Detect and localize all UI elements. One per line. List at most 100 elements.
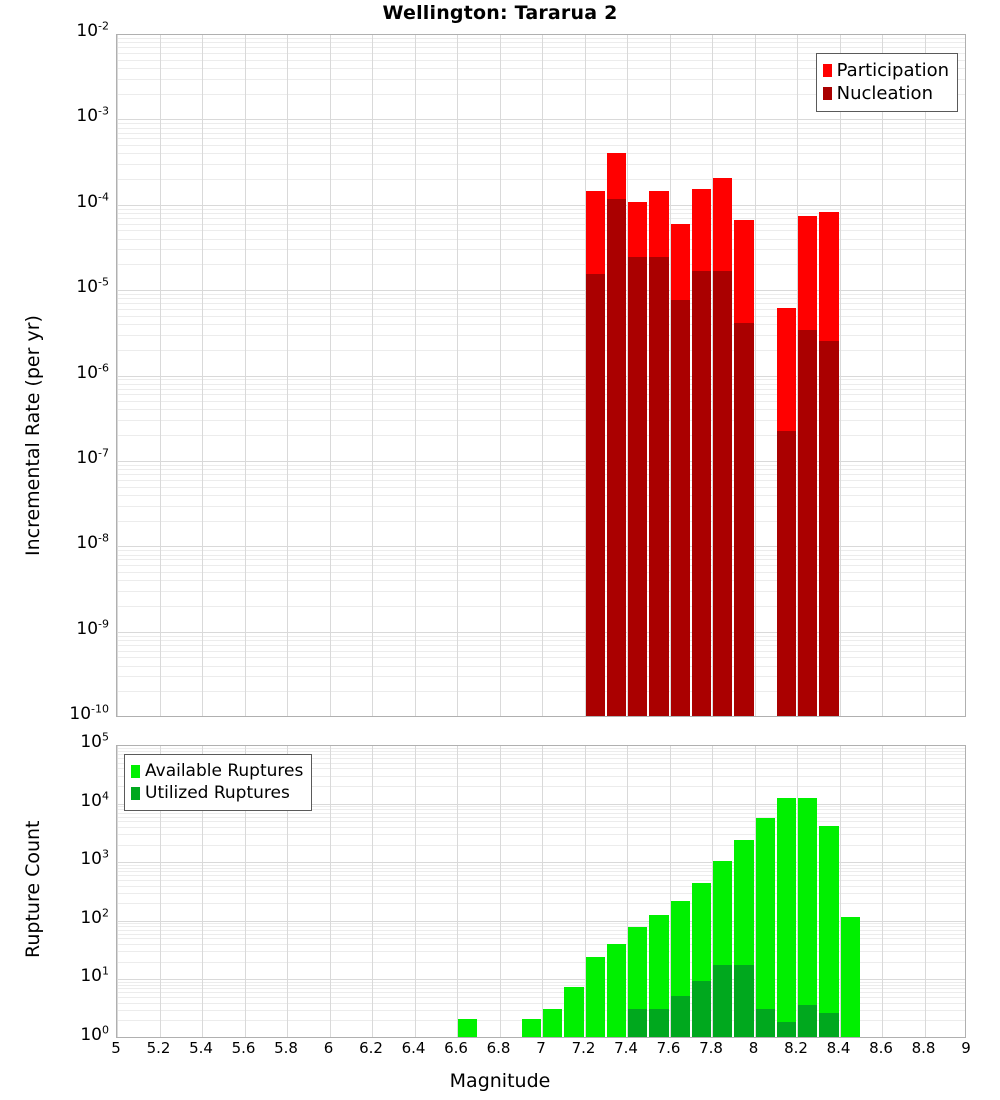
x-axis-tick-label: 6 <box>323 1039 334 1057</box>
bar <box>713 746 733 1037</box>
bar-segment-outer <box>819 825 839 1037</box>
bars-bottom <box>117 746 965 1037</box>
legend-item-participation: Participation <box>822 59 949 82</box>
x-axis-tick-label: 7.4 <box>614 1039 638 1057</box>
bar <box>521 746 541 1037</box>
x-axis-tick-label: 7.6 <box>656 1039 681 1057</box>
y-axis-tick-label: 10-4 <box>76 190 109 212</box>
bar-segment-inner <box>585 274 605 716</box>
rupture-count-plot: Available Ruptures Utilized Ruptures <box>116 745 966 1038</box>
x-axis-tick-label: 5.6 <box>231 1039 256 1057</box>
x-axis-tick-label: 8 <box>748 1039 759 1057</box>
bar-segment-inner <box>776 1022 796 1037</box>
legend-top: Participation Nucleation <box>815 53 958 112</box>
bar-segment-outer <box>606 943 626 1037</box>
bar-segment-inner <box>776 430 796 716</box>
bar-segment-inner <box>628 1009 648 1037</box>
legend-label: Participation <box>836 59 949 81</box>
bar-segment-outer <box>543 1009 563 1037</box>
bar-segment-inner <box>819 1012 839 1037</box>
bars-top <box>117 35 965 716</box>
x-axis-tick-label: 6.6 <box>444 1039 468 1057</box>
x-axis-tick-label: 9 <box>961 1039 971 1057</box>
bar-segment-outer <box>458 1019 478 1037</box>
bar <box>628 35 648 716</box>
legend-label: Nucleation <box>836 82 933 104</box>
legend-label: Available Ruptures <box>145 761 304 781</box>
bar <box>840 746 860 1037</box>
y-axis-label-bottom: Rupture Count <box>22 820 44 959</box>
x-axis-tick-label: 7 <box>536 1039 546 1057</box>
x-axis-tick-label: 6.4 <box>401 1039 426 1057</box>
bar-segment-inner <box>819 340 839 716</box>
legend-swatch-icon <box>822 64 832 77</box>
x-axis-tick-label: 5.8 <box>274 1039 298 1057</box>
y-axis-tick-label: 102 <box>80 906 109 928</box>
bar-segment-inner <box>628 256 648 716</box>
bar <box>755 746 775 1037</box>
bar-segment-outer <box>755 818 775 1037</box>
bar-segment-inner <box>734 323 754 716</box>
bar-segment-inner <box>691 270 711 716</box>
x-axis-tick-label: 8.4 <box>826 1039 851 1057</box>
bar-segment-outer <box>840 917 860 1037</box>
bar-segment-outer <box>564 987 584 1037</box>
bar <box>691 746 711 1037</box>
y-axis-tick-label: 104 <box>80 788 109 811</box>
bar <box>543 746 563 1037</box>
y-axis-tick-label: 10-10 <box>69 702 109 724</box>
bar <box>649 746 669 1037</box>
legend-item-utilized-ruptures: Utilized Ruptures <box>131 782 303 804</box>
page-title: Wellington: Tararua 2 <box>382 2 618 24</box>
bar <box>585 746 605 1037</box>
bar-segment-inner <box>670 996 690 1037</box>
x-axis-tick-label: 8.6 <box>869 1039 893 1057</box>
bar-segment-outer <box>521 1019 541 1037</box>
bar-segment-outer <box>776 797 796 1037</box>
y-axis-tick-label: 10-8 <box>76 531 109 554</box>
legend-label: Utilized Ruptures <box>145 783 290 803</box>
bar-segment-inner <box>734 964 754 1037</box>
bar <box>734 35 754 716</box>
bar-segment-inner <box>798 330 818 716</box>
y-axis-label-top: Incremental Rate (per yr) <box>22 315 44 556</box>
y-axis-tick-label: 101 <box>80 964 109 987</box>
y-axis-tick-label: 10-7 <box>76 446 109 468</box>
legend-item-available-ruptures: Available Ruptures <box>131 760 303 782</box>
bar <box>819 746 839 1037</box>
bar <box>585 35 605 716</box>
x-axis-tick-label: 5.2 <box>146 1039 171 1057</box>
y-axis-tick-label: 105 <box>80 730 109 752</box>
bar <box>670 35 690 716</box>
x-axis-tick-label: 7.2 <box>571 1039 596 1057</box>
x-axis-tick-label: 6.2 <box>359 1039 383 1057</box>
bar-segment-inner <box>606 198 626 716</box>
bar <box>564 746 584 1037</box>
bar <box>798 35 818 716</box>
bar <box>479 746 498 1037</box>
y-axis-tick-label: 10-2 <box>76 19 109 41</box>
bar <box>776 35 796 716</box>
legend-item-nucleation: Nucleation <box>822 82 949 105</box>
bar <box>734 746 754 1037</box>
y-axis-tick-label: 100 <box>80 1023 109 1045</box>
bar <box>501 746 520 1037</box>
bar-segment-outer <box>798 797 818 1037</box>
bar-segment-inner <box>649 1009 669 1037</box>
x-axis-tick-label: 5.4 <box>189 1039 213 1057</box>
y-axis-tick-label: 10-5 <box>76 275 109 298</box>
bar <box>649 35 669 716</box>
y-axis-tick-label: 10-6 <box>76 360 109 383</box>
bar-segment-inner <box>713 270 733 716</box>
bar-segment-inner <box>798 1005 818 1037</box>
bar-segment-inner <box>713 964 733 1037</box>
bar <box>606 746 626 1037</box>
x-axis-tick-label: 8.2 <box>784 1039 808 1057</box>
bar-segment-inner <box>670 299 690 716</box>
bar <box>628 746 648 1037</box>
y-axis-tick-label: 103 <box>80 847 109 870</box>
bar <box>670 746 690 1037</box>
legend-swatch-icon <box>131 786 140 800</box>
bar <box>606 35 626 716</box>
